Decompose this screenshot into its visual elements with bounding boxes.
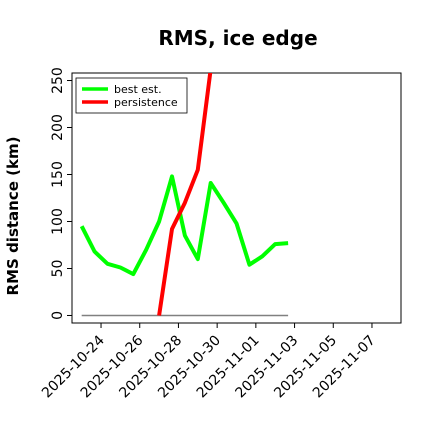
y-tick-label: 200 xyxy=(50,114,66,141)
chart-title: RMS, ice edge xyxy=(158,26,317,50)
y-axis: 0 50 100 150 200 250 xyxy=(50,67,72,320)
plot-area xyxy=(71,72,402,324)
legend: best est. persistence xyxy=(75,77,188,114)
legend-label-persistence: persistence xyxy=(114,96,178,109)
legend-box xyxy=(75,77,188,114)
series-line-best-est xyxy=(79,174,289,277)
x-axis: 2025-10-242025-10-262025-10-282025-10-30… xyxy=(39,323,379,401)
plot-lines xyxy=(79,73,289,317)
y-tick-label: 0 xyxy=(50,311,66,320)
y-axis-label: RMS distance (km) xyxy=(4,137,22,296)
legend-label-best-est: best est. xyxy=(114,83,162,96)
y-tick-label: 50 xyxy=(50,260,66,278)
series-line-persistence xyxy=(157,73,213,316)
y-tick-label: 150 xyxy=(50,161,66,188)
y-tick-label: 250 xyxy=(50,67,66,94)
y-tick-label: 100 xyxy=(50,208,66,235)
